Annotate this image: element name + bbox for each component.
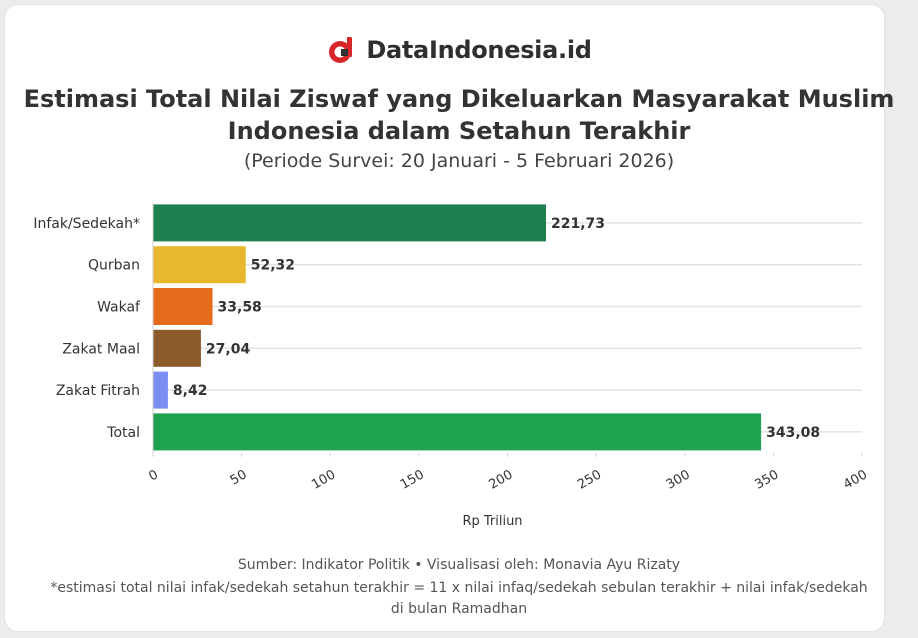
x-tick-label: 350 xyxy=(752,467,781,492)
category-label: Infak/Sedekah* xyxy=(33,216,140,232)
x-tick-label: 100 xyxy=(309,467,338,492)
source-note: Sumber: Indikator Politik • Visualisasi … xyxy=(237,557,681,573)
x-axis-title: Rp Triliun xyxy=(462,514,522,529)
bar-infak-sedekah xyxy=(153,204,547,242)
category-label: Zakat Maal xyxy=(62,341,140,357)
bar-wakaf xyxy=(153,288,213,325)
x-tick-label: 150 xyxy=(398,467,427,492)
x-tick-label: 400 xyxy=(841,467,870,492)
chart-title-line2: Indonesia dalam Setahun Terakhir xyxy=(227,117,691,145)
category-label: Total xyxy=(106,425,140,441)
brand-header: DataIndonesia.id xyxy=(0,30,918,70)
value-label: 343,08 xyxy=(766,425,820,441)
category-label: Wakaf xyxy=(97,300,141,316)
category-label: Zakat Fitrah xyxy=(56,383,140,399)
brand-name: DataIndonesia.id xyxy=(366,36,592,64)
value-label: 52,32 xyxy=(251,258,295,274)
bar-zakat-fitrah xyxy=(153,371,168,409)
dataindonesia-logo-icon xyxy=(329,37,353,63)
value-label: 33,58 xyxy=(218,300,262,316)
bar-total xyxy=(153,413,762,451)
x-tick-label: 0 xyxy=(146,467,161,484)
chart-subtitle: (Periode Survei: 20 Januari - 5 Februari… xyxy=(243,150,675,172)
value-label: 221,73 xyxy=(551,216,605,232)
bar-chart: Infak/Sedekah* 221,73 Qurban 52,32 Wakaf 33,5… xyxy=(33,202,870,529)
value-label: 27,04 xyxy=(206,341,251,357)
x-tick-label: 250 xyxy=(575,467,604,492)
x-tick-label: 200 xyxy=(486,467,515,492)
x-tick-label: 300 xyxy=(664,467,693,492)
footnote-line2: di bulan Ramadhan xyxy=(390,601,528,617)
chart-title-line1: Estimasi Total Nilai Ziswaf yang Dikelua… xyxy=(23,85,895,113)
bar-qurban xyxy=(153,246,246,284)
chart-card xyxy=(4,4,885,632)
x-tick-label: 50 xyxy=(228,467,250,488)
bar-zakat-maal xyxy=(153,329,201,367)
category-label: Qurban xyxy=(88,258,140,274)
value-label: 8,42 xyxy=(173,383,208,399)
footnote-line1: *estimasi total nilai infak/sedekah seta… xyxy=(50,580,868,596)
